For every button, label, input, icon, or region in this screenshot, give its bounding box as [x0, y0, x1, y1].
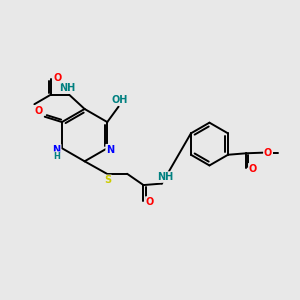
Text: N: N	[106, 145, 114, 155]
Text: O: O	[249, 164, 257, 174]
Text: OH: OH	[112, 95, 128, 105]
Text: S: S	[104, 175, 111, 185]
Text: O: O	[53, 73, 61, 83]
Text: NH: NH	[59, 83, 76, 93]
Text: N: N	[52, 145, 61, 155]
Text: NH: NH	[157, 172, 173, 182]
Text: O: O	[264, 148, 272, 158]
Text: O: O	[146, 197, 154, 207]
Text: H: H	[53, 152, 60, 161]
Text: O: O	[35, 106, 43, 116]
